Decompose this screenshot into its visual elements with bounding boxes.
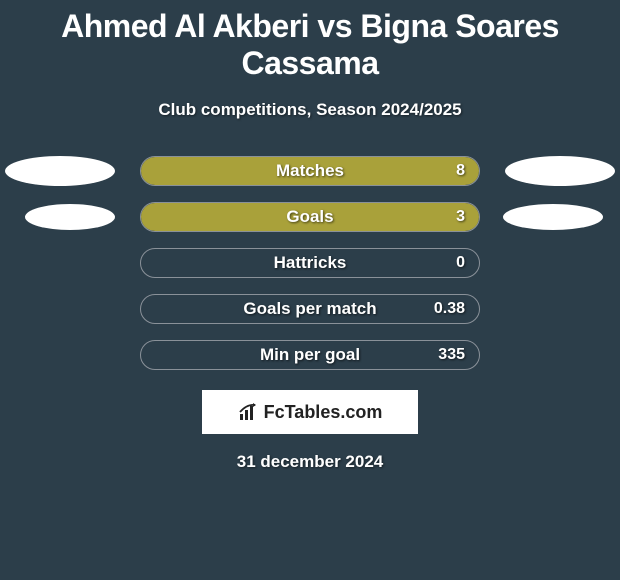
subtitle: Club competitions, Season 2024/2025 xyxy=(0,100,620,120)
stat-label: Min per goal xyxy=(141,341,479,369)
player-left-marker xyxy=(5,156,115,186)
stat-value: 3 xyxy=(456,203,465,231)
logo-text: FcTables.com xyxy=(264,402,383,423)
stat-value: 8 xyxy=(456,157,465,185)
stat-bar: Matches8 xyxy=(140,156,480,186)
player-left-marker xyxy=(25,204,115,230)
player-right-marker xyxy=(503,204,603,230)
date-text: 31 december 2024 xyxy=(0,452,620,472)
stat-bar: Goals3 xyxy=(140,202,480,232)
stat-value: 0 xyxy=(456,249,465,277)
player-right-marker xyxy=(505,156,615,186)
logo-box: FcTables.com xyxy=(202,390,418,434)
stat-bar: Hattricks0 xyxy=(140,248,480,278)
logo[interactable]: FcTables.com xyxy=(238,402,383,423)
stat-row: Min per goal335 xyxy=(0,332,620,378)
stat-row: Goals per match0.38 xyxy=(0,286,620,332)
page-title: Ahmed Al Akberi vs Bigna Soares Cassama xyxy=(0,0,620,82)
stat-row: Goals3 xyxy=(0,194,620,240)
stat-row: Matches8 xyxy=(0,148,620,194)
stat-label: Hattricks xyxy=(141,249,479,277)
stat-label: Goals xyxy=(141,203,479,231)
stat-label: Goals per match xyxy=(141,295,479,323)
stat-bar: Min per goal335 xyxy=(140,340,480,370)
stat-value: 0.38 xyxy=(434,295,465,323)
bar-chart-icon xyxy=(238,402,260,422)
stat-row: Hattricks0 xyxy=(0,240,620,286)
stat-label: Matches xyxy=(141,157,479,185)
comparison-chart: Matches8Goals3Hattricks0Goals per match0… xyxy=(0,148,620,378)
stat-value: 335 xyxy=(438,341,465,369)
stat-bar: Goals per match0.38 xyxy=(140,294,480,324)
